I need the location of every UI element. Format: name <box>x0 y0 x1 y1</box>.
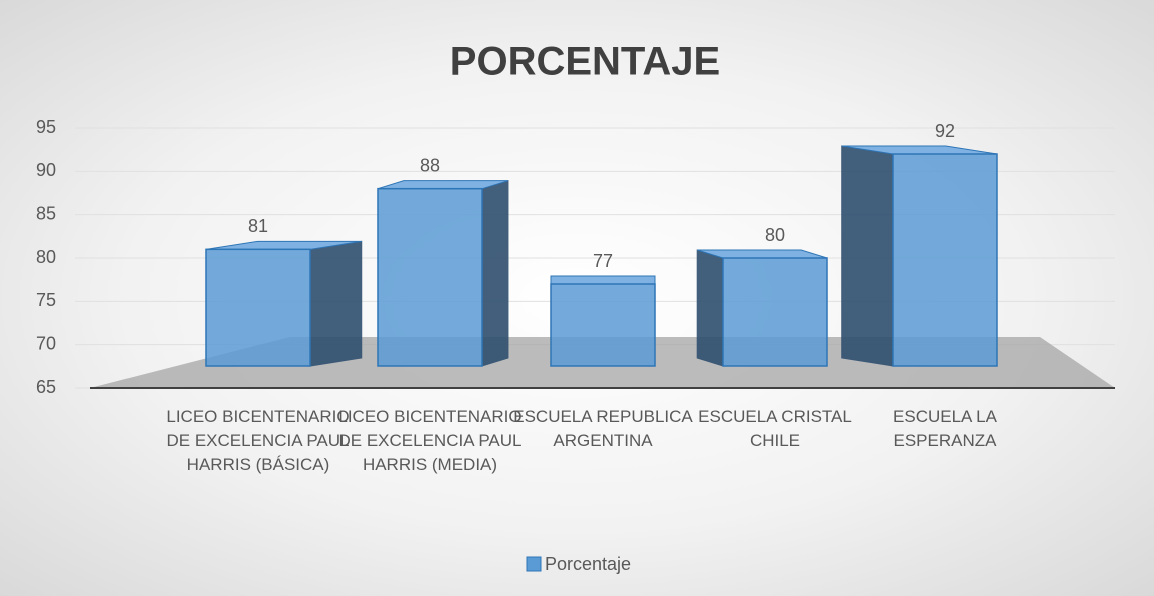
y-tick-label: 70 <box>36 333 56 353</box>
x-tick-label: LICEO BICENTENARIO DE EXCELENCIA PAUL HA… <box>166 407 350 474</box>
bar-side <box>696 249 724 367</box>
bar <box>892 153 998 367</box>
bar-side <box>841 145 894 367</box>
bar-side <box>309 240 363 367</box>
y-tick-label: 95 <box>36 117 56 137</box>
legend-label: Porcentaje <box>545 554 631 574</box>
bar <box>377 187 483 367</box>
x-tick-label: ESCUELA LA ESPERANZA <box>893 407 997 450</box>
x-tick-label: ESCUELA REPUBLICA ARGENTINA <box>513 407 693 450</box>
legend-swatch <box>526 556 542 572</box>
x-tick-label: LICEO BICENTENARIO DE EXCELENCIA PAUL HA… <box>338 407 522 474</box>
x-tick-label: ESCUELA CRISTAL CHILE <box>698 407 852 450</box>
y-tick-label: 80 <box>36 247 56 267</box>
data-label: 77 <box>593 251 613 271</box>
bar <box>550 283 656 367</box>
bar <box>205 248 311 367</box>
bar <box>722 257 828 367</box>
data-label: 88 <box>420 155 440 175</box>
y-tick-label: 75 <box>36 290 56 310</box>
y-tick-label: 65 <box>36 377 56 397</box>
data-label: 80 <box>765 225 785 245</box>
y-tick-label: 85 <box>36 203 56 223</box>
data-label: 92 <box>935 121 955 141</box>
y-tick-label: 90 <box>36 160 56 180</box>
data-label: 81 <box>248 216 268 236</box>
bar-top <box>550 275 656 285</box>
chart-title: PORCENTAJE <box>450 40 720 84</box>
bar-side <box>481 179 509 367</box>
